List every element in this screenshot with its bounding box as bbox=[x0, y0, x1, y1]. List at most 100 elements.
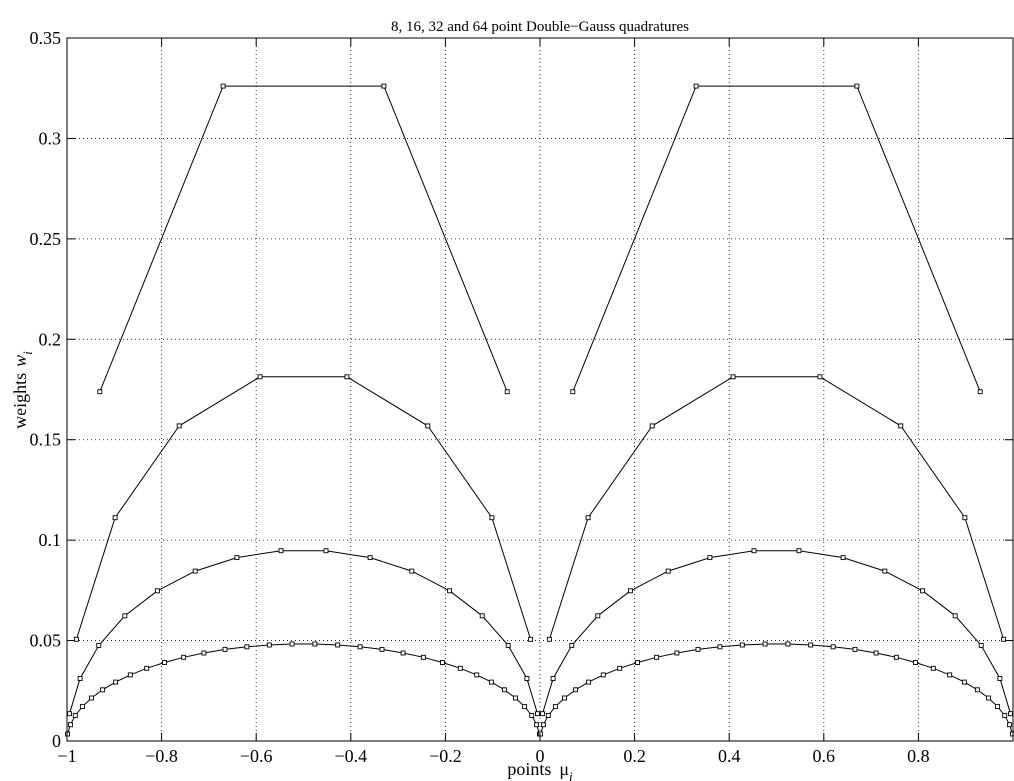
data-point-marker bbox=[113, 679, 119, 685]
data-point-marker bbox=[995, 704, 1001, 710]
chart-title: 8, 16, 32 and 64 point Double−Gauss quad… bbox=[391, 19, 689, 35]
series-8-point bbox=[97, 83, 983, 395]
data-point-marker bbox=[1007, 722, 1013, 728]
data-point-marker bbox=[278, 548, 284, 554]
data-point-marker bbox=[513, 695, 518, 701]
x-tick-label: 0 bbox=[536, 746, 545, 766]
data-point-marker bbox=[529, 713, 535, 718]
data-point-marker bbox=[344, 374, 350, 380]
data-point-marker bbox=[425, 423, 431, 429]
data-point-marker bbox=[505, 642, 511, 648]
data-point-marker bbox=[977, 389, 983, 395]
data-point-marker bbox=[96, 642, 102, 648]
data-point-marker bbox=[289, 641, 295, 647]
data-point-marker bbox=[730, 374, 736, 380]
data-point-marker bbox=[1002, 713, 1008, 718]
data-point-marker bbox=[97, 389, 103, 395]
data-point-marker bbox=[545, 713, 551, 718]
data-point-marker bbox=[978, 642, 984, 648]
series-16-point bbox=[73, 374, 1007, 642]
data-point-marker bbox=[73, 636, 79, 642]
series-64-point bbox=[65, 641, 1014, 737]
data-point-marker bbox=[501, 687, 507, 693]
data-point-marker bbox=[817, 374, 823, 380]
series-line bbox=[99, 85, 508, 392]
data-point-marker bbox=[357, 644, 363, 650]
x-axis-label: points μi bbox=[507, 759, 573, 781]
ticks: −1 −0.8 −0.6 −0.4 −0.2 0 0.2 0.4 0.6 0.8 0 0.05 0.1 0… bbox=[30, 28, 1013, 766]
data-point-marker bbox=[162, 660, 167, 665]
data-point-marker bbox=[913, 660, 918, 665]
data-point-marker bbox=[986, 695, 991, 701]
data-point-marker bbox=[112, 515, 118, 521]
data-point-marker bbox=[617, 665, 623, 671]
data-point-marker bbox=[176, 423, 182, 429]
data-point-marker bbox=[898, 423, 904, 429]
data-point-marker bbox=[489, 515, 495, 521]
data-point-marker bbox=[717, 644, 723, 650]
data-point-marker bbox=[1001, 636, 1007, 642]
data-point-marker bbox=[535, 711, 540, 717]
data-point-marker bbox=[893, 654, 899, 660]
data-point-marker bbox=[570, 389, 576, 395]
y-tick-label: 0 bbox=[52, 731, 61, 751]
data-point-marker bbox=[474, 672, 480, 678]
data-point-marker bbox=[144, 665, 150, 671]
data-point-marker bbox=[122, 613, 128, 619]
data-point-marker bbox=[234, 555, 240, 561]
data-point-marker bbox=[997, 676, 1003, 681]
series-line bbox=[572, 85, 981, 392]
data-point-marker bbox=[100, 687, 106, 693]
data-point-marker bbox=[220, 83, 226, 89]
data-point-marker bbox=[400, 650, 406, 656]
data-point-marker bbox=[974, 687, 980, 693]
data-point-marker bbox=[707, 555, 713, 561]
x-tick-label: 0.6 bbox=[813, 746, 836, 766]
data-point-marker bbox=[381, 83, 387, 89]
data-point-marker bbox=[852, 646, 858, 652]
data-point-marker bbox=[192, 568, 198, 574]
y-tick-label: 0.35 bbox=[30, 28, 62, 48]
plot-background bbox=[67, 38, 1013, 741]
data-point-marker bbox=[244, 644, 250, 650]
data-point-marker bbox=[409, 568, 415, 574]
data-point-marker bbox=[873, 650, 879, 656]
x-axis-label-symbol: μ bbox=[559, 759, 569, 779]
data-point-marker bbox=[488, 679, 494, 685]
x-tick-label: 0.8 bbox=[907, 746, 930, 766]
y-tick-label: 0.15 bbox=[30, 430, 62, 450]
y-tick-label: 0.05 bbox=[30, 631, 62, 651]
data-point-marker bbox=[569, 642, 575, 648]
data-point-marker bbox=[665, 568, 671, 574]
y-axis-label-symbol: w bbox=[10, 355, 30, 367]
data-point-marker bbox=[479, 613, 485, 619]
x-axis-label-text: points bbox=[507, 759, 551, 779]
data-point-marker bbox=[65, 731, 71, 737]
data-point-marker bbox=[796, 548, 802, 554]
data-point-marker bbox=[920, 588, 926, 594]
data-point-marker bbox=[649, 423, 655, 429]
data-point-marker bbox=[181, 654, 187, 660]
data-point-marker bbox=[201, 650, 207, 656]
data-point-marker bbox=[573, 687, 579, 693]
data-point-marker bbox=[600, 672, 606, 678]
data-point-marker bbox=[627, 588, 633, 594]
data-point-marker bbox=[127, 672, 133, 678]
data-point-marker bbox=[447, 588, 453, 594]
data-point-marker bbox=[840, 555, 846, 561]
data-point-marker bbox=[457, 665, 463, 671]
series-32-point bbox=[67, 548, 1013, 717]
data-point-marker bbox=[524, 676, 530, 681]
data-point-marker bbox=[534, 722, 540, 728]
data-point-marker bbox=[522, 704, 528, 710]
series-line bbox=[542, 550, 1011, 714]
y-tick-label: 0.2 bbox=[39, 329, 62, 349]
x-tick-label: 0.4 bbox=[718, 746, 741, 766]
x-tick-label: −0.6 bbox=[240, 746, 273, 766]
data-point-marker bbox=[367, 555, 373, 561]
data-point-marker bbox=[540, 711, 545, 717]
data-point-marker bbox=[546, 636, 552, 642]
y-axis-label: weights wi bbox=[10, 351, 35, 429]
data-point-marker bbox=[882, 568, 888, 574]
